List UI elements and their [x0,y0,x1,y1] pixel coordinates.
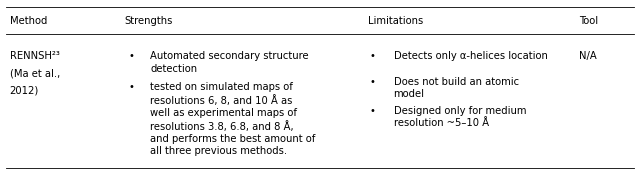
Text: Limitations: Limitations [368,16,423,26]
Text: N/A: N/A [579,51,597,61]
Text: •: • [128,82,134,92]
Text: •: • [370,106,376,116]
Text: Automated secondary structure
detection: Automated secondary structure detection [150,51,309,74]
Text: RENNSH²³: RENNSH²³ [10,51,60,61]
Text: Method: Method [10,16,47,26]
Text: Does not build an atomic
model: Does not build an atomic model [394,77,519,99]
Text: Designed only for medium
resolution ~5–10 Å: Designed only for medium resolution ~5–1… [394,106,526,128]
Text: 2012): 2012) [10,86,39,95]
Text: Detects only α-helices location: Detects only α-helices location [394,51,547,61]
Text: Strengths: Strengths [125,16,173,26]
Text: •: • [128,51,134,61]
Text: Tool: Tool [579,16,598,26]
Text: •: • [370,77,376,87]
Text: tested on simulated maps of
resolutions 6, 8, and 10 Å as
well as experimental m: tested on simulated maps of resolutions … [150,82,316,156]
Text: (Ma et al.,: (Ma et al., [10,68,60,78]
Text: •: • [370,51,376,61]
